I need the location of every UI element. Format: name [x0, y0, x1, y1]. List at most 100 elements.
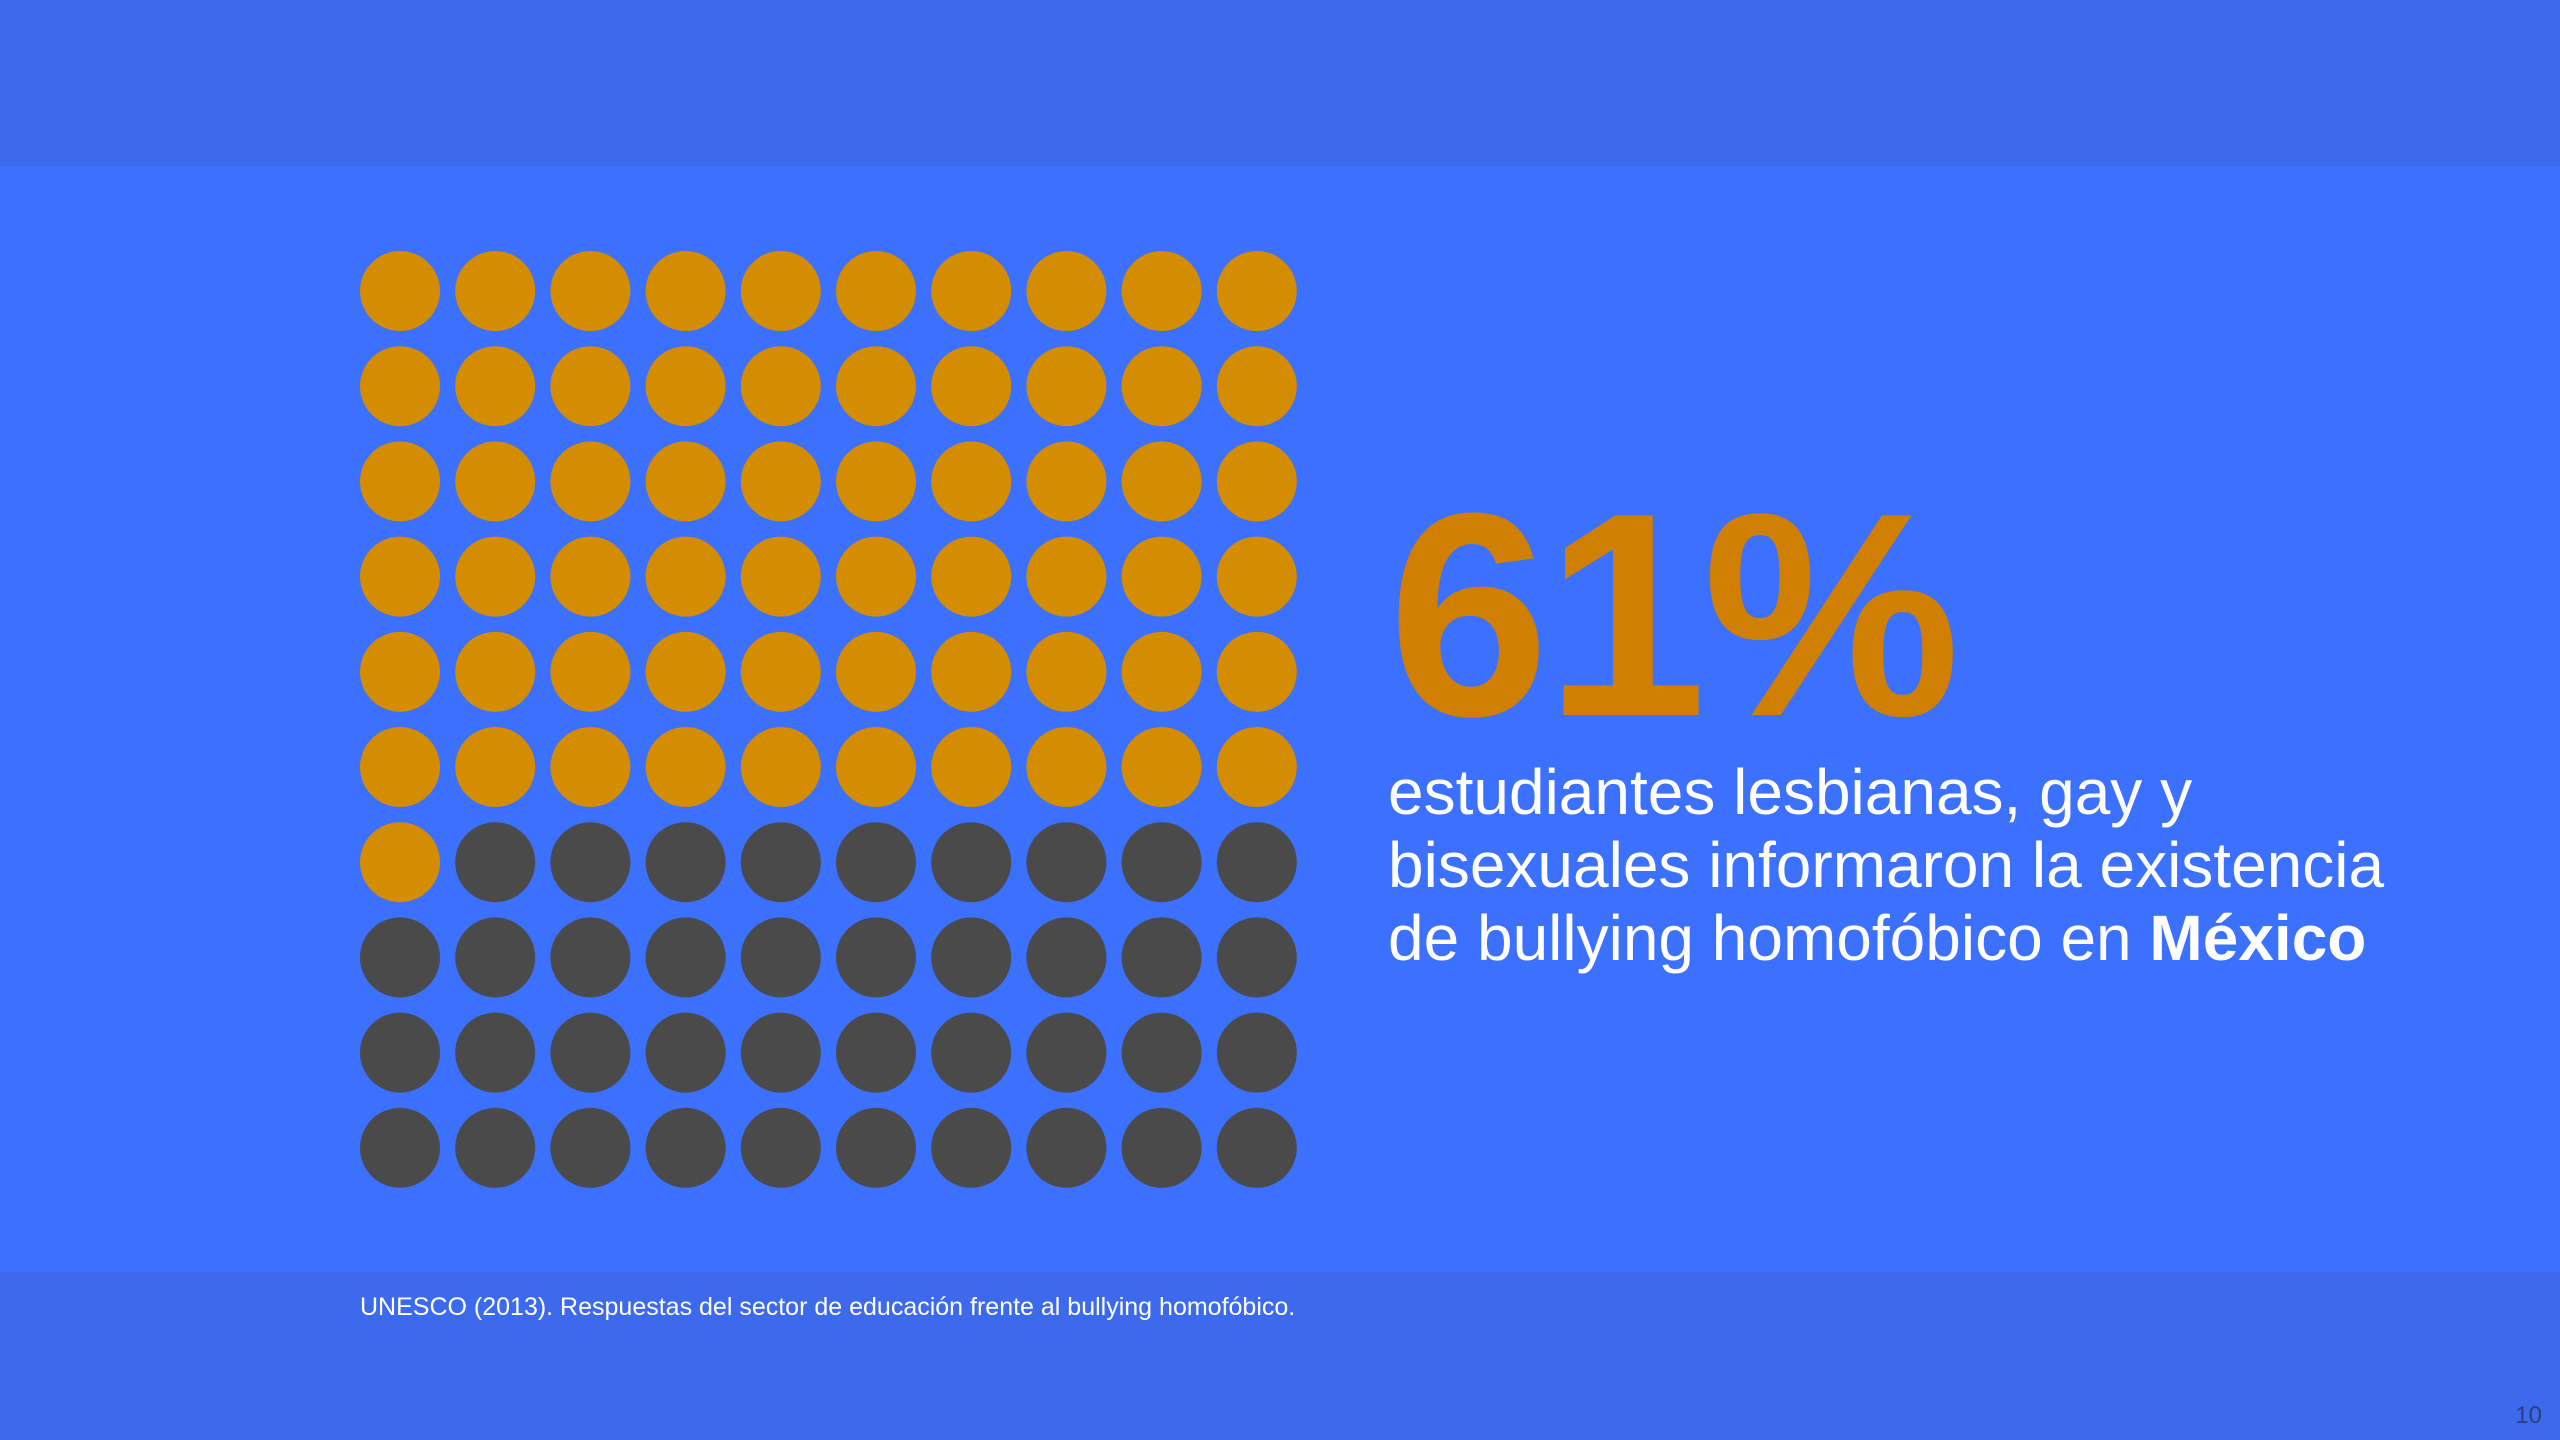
- waffle-dot-highlight: [1026, 727, 1107, 807]
- waffle-dot-highlight: [645, 631, 726, 712]
- waffle-dot-remainder: [1026, 1012, 1107, 1093]
- waffle-dot-highlight: [645, 251, 726, 331]
- waffle-dot-highlight: [740, 346, 821, 427]
- waffle-dot-remainder: [455, 822, 536, 903]
- waffle-dot-remainder: [645, 1107, 726, 1188]
- source-citation: UNESCO (2013). Respuestas del sector de …: [360, 1293, 1296, 1321]
- waffle-dot-highlight: [550, 727, 631, 807]
- waffle-dot-highlight: [836, 346, 916, 427]
- waffle-dot-remainder: [740, 1107, 821, 1188]
- waffle-dot-highlight: [836, 536, 916, 617]
- waffle-dot-remainder: [740, 822, 821, 903]
- waffle-dot-highlight: [740, 536, 821, 617]
- waffle-dot-highlight: [645, 441, 726, 522]
- waffle-dot-highlight: [645, 727, 726, 807]
- waffle-dot-highlight: [550, 536, 631, 617]
- waffle-dot-highlight: [455, 727, 536, 807]
- waffle-dot-remainder: [1026, 1107, 1107, 1188]
- waffle-dot-highlight: [1216, 727, 1297, 807]
- waffle-dot-highlight: [1121, 346, 1202, 427]
- waffle-dot-remainder: [740, 917, 821, 998]
- waffle-dot-remainder: [360, 917, 440, 998]
- waffle-dot-highlight: [1026, 631, 1107, 712]
- waffle-dot-highlight: [740, 631, 821, 712]
- waffle-dot-highlight: [931, 536, 1012, 617]
- waffle-dot-remainder: [1216, 1012, 1297, 1093]
- waffle-dot-remainder: [455, 1012, 536, 1093]
- waffle-dot-highlight: [360, 631, 440, 712]
- waffle-dot-remainder: [1216, 822, 1297, 903]
- waffle-dot-remainder: [836, 917, 916, 998]
- waffle-dot-highlight: [455, 536, 536, 617]
- waffle-dot-remainder: [550, 1012, 631, 1093]
- waffle-dot-remainder: [550, 822, 631, 903]
- description-line-1: estudiantes lesbianas, gay y: [1388, 756, 2193, 828]
- waffle-dot-remainder: [1216, 917, 1297, 998]
- waffle-dot-highlight: [360, 251, 440, 331]
- waffle-dot-remainder: [455, 1107, 536, 1188]
- waffle-dot-highlight: [455, 441, 536, 522]
- waffle-dot-remainder: [1026, 917, 1107, 998]
- waffle-dot-highlight: [455, 251, 536, 331]
- waffle-dot-highlight: [1026, 346, 1107, 427]
- waffle-dot-remainder: [931, 1107, 1012, 1188]
- waffle-dot-highlight: [740, 727, 821, 807]
- waffle-dot-highlight: [360, 727, 440, 807]
- stat-percentage: 61%: [1388, 453, 1960, 777]
- waffle-dot-highlight: [1216, 251, 1297, 331]
- waffle-dot-remainder: [645, 822, 726, 903]
- waffle-dot-remainder: [550, 917, 631, 998]
- waffle-dot-highlight: [1026, 251, 1107, 331]
- waffle-dot-highlight: [455, 346, 536, 427]
- waffle-dot-highlight: [1121, 536, 1202, 617]
- waffle-dot-remainder: [455, 917, 536, 998]
- waffle-dot-highlight: [360, 822, 440, 903]
- bottom-band: [0, 1272, 2560, 1440]
- waffle-dot-highlight: [1121, 631, 1202, 712]
- waffle-dot-highlight: [836, 441, 916, 522]
- page-number: 10: [2515, 1402, 2542, 1429]
- waffle-dot-highlight: [1121, 441, 1202, 522]
- waffle-dot-highlight: [931, 727, 1012, 807]
- waffle-dot-highlight: [1216, 441, 1297, 522]
- waffle-dot-highlight: [836, 251, 916, 331]
- waffle-dot-highlight: [550, 251, 631, 331]
- waffle-dot-highlight: [455, 631, 536, 712]
- waffle-dot-highlight: [1121, 727, 1202, 807]
- waffle-dot-remainder: [931, 1012, 1012, 1093]
- waffle-dot-highlight: [836, 727, 916, 807]
- waffle-dot-highlight: [931, 441, 1012, 522]
- waffle-dot-highlight: [550, 441, 631, 522]
- waffle-dot-highlight: [360, 441, 440, 522]
- description-line-3: de bullying homofóbico en: [1388, 902, 2150, 974]
- waffle-dot-remainder: [360, 1107, 440, 1188]
- waffle-dot-remainder: [645, 1012, 726, 1093]
- waffle-dot-highlight: [550, 631, 631, 712]
- waffle-dot-highlight: [931, 631, 1012, 712]
- waffle-dot-remainder: [550, 1107, 631, 1188]
- main-panel: [0, 166, 2560, 1272]
- stat-description: estudiantes lesbianas, gay y bisexuales …: [1388, 756, 2508, 975]
- waffle-dot-highlight: [360, 346, 440, 427]
- waffle-dot-remainder: [1121, 1107, 1202, 1188]
- waffle-dot-highlight: [550, 346, 631, 427]
- waffle-dot-highlight: [360, 536, 440, 617]
- waffle-dot-remainder: [836, 1012, 916, 1093]
- waffle-dot-remainder: [1216, 1107, 1297, 1188]
- waffle-dot-remainder: [1121, 1012, 1202, 1093]
- waffle-dot-highlight: [1216, 631, 1297, 712]
- waffle-dot-remainder: [1121, 822, 1202, 903]
- description-line-2: bisexuales informaron la existencia: [1388, 829, 2385, 901]
- top-band: [0, 0, 2560, 166]
- waffle-dot-remainder: [931, 822, 1012, 903]
- waffle-dot-highlight: [740, 251, 821, 331]
- description-country: México: [2149, 902, 2367, 974]
- waffle-dot-remainder: [740, 1012, 821, 1093]
- waffle-dot-highlight: [1216, 536, 1297, 617]
- waffle-dot-remainder: [645, 917, 726, 998]
- waffle-dot-remainder: [836, 822, 916, 903]
- waffle-dot-highlight: [931, 251, 1012, 331]
- waffle-dot-highlight: [836, 631, 916, 712]
- waffle-dot-highlight: [1216, 346, 1297, 427]
